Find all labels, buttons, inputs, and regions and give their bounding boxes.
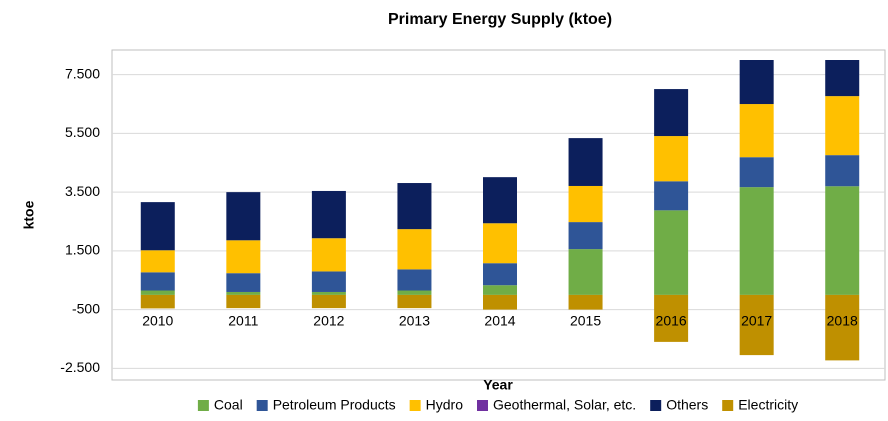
legend-label: Geothermal, Solar, etc. bbox=[493, 397, 636, 413]
bar-segment bbox=[311, 291, 346, 295]
chart-title: Primary Energy Supply (ktoe) bbox=[388, 11, 612, 28]
legend-swatch bbox=[256, 400, 268, 411]
bar-segment bbox=[140, 290, 175, 295]
x-tick-label: 2017 bbox=[741, 313, 772, 329]
bar-segment bbox=[397, 294, 432, 309]
legend-swatch bbox=[477, 400, 488, 411]
x-tick-label: 2013 bbox=[399, 313, 430, 329]
bar-segment bbox=[568, 138, 603, 186]
bar-segment bbox=[654, 210, 689, 295]
legend-label: Coal bbox=[214, 397, 243, 413]
y-axis-label: ktoe bbox=[21, 200, 37, 229]
bar-segment bbox=[654, 136, 689, 182]
bar-segment bbox=[311, 238, 346, 272]
bar-segment bbox=[140, 250, 175, 273]
bar-segment bbox=[140, 272, 175, 291]
x-tick-label: 2010 bbox=[142, 313, 173, 329]
bar-segment bbox=[226, 291, 261, 295]
x-tick-label: 2015 bbox=[570, 313, 601, 329]
legend-label: Electricity bbox=[738, 397, 798, 413]
bar-segment bbox=[226, 294, 261, 309]
bar-segment bbox=[140, 294, 175, 309]
plot-area bbox=[112, 60, 885, 369]
legend-swatch bbox=[650, 400, 662, 411]
bar-segment bbox=[483, 177, 517, 224]
bar-segment bbox=[397, 269, 432, 291]
y-tick-label: 7.500 bbox=[65, 65, 100, 81]
bar-segment bbox=[226, 240, 261, 274]
x-tick-label: 2012 bbox=[313, 313, 344, 329]
legend-label: Petroleum Products bbox=[273, 397, 396, 413]
bar-segment bbox=[311, 271, 346, 292]
bar-segment bbox=[397, 290, 432, 295]
bar-segment bbox=[568, 249, 603, 295]
bar-segment bbox=[825, 186, 860, 295]
bar-segment bbox=[226, 273, 261, 292]
y-tick-label: 3.500 bbox=[65, 183, 100, 199]
x-tick-label: 2011 bbox=[228, 313, 258, 329]
bar-segment bbox=[483, 294, 517, 310]
bar-segment bbox=[654, 89, 689, 137]
bar-segment bbox=[483, 285, 517, 295]
bar-segment bbox=[568, 185, 603, 223]
x-tick-label: 2014 bbox=[484, 313, 515, 329]
bar-segment bbox=[568, 294, 603, 310]
bar-segment bbox=[311, 294, 346, 309]
x-tick-label: 2016 bbox=[656, 313, 687, 329]
bar-segment bbox=[825, 96, 860, 156]
bar-segment bbox=[226, 192, 261, 241]
bar-segment bbox=[654, 294, 689, 342]
bar-segment bbox=[739, 187, 774, 295]
bar-segment bbox=[397, 183, 432, 230]
plot-frame bbox=[111, 49, 886, 381]
bar-segment bbox=[739, 294, 774, 356]
bar-segment bbox=[825, 294, 860, 361]
y-tick-label: -2.500 bbox=[60, 359, 100, 375]
y-tick-label: 1.500 bbox=[65, 242, 100, 258]
bar-segment bbox=[739, 104, 774, 158]
legend-swatch bbox=[197, 400, 209, 411]
bar-segment bbox=[397, 229, 432, 270]
legend-label: Hydro bbox=[426, 397, 464, 413]
legend-label: Others bbox=[666, 397, 708, 413]
bar-segment bbox=[739, 157, 774, 188]
bar-segment bbox=[825, 60, 860, 97]
bar-segment bbox=[825, 155, 860, 187]
bar-segment bbox=[739, 60, 774, 105]
bar-segment bbox=[483, 263, 517, 286]
bar-segment bbox=[483, 223, 517, 264]
bar-segment bbox=[311, 190, 346, 239]
bar-segment bbox=[568, 222, 603, 250]
legend-swatch bbox=[722, 400, 734, 411]
bar-segment bbox=[654, 181, 689, 211]
y-tick-label: 5.500 bbox=[65, 124, 100, 140]
y-tick-label: -500 bbox=[72, 300, 100, 316]
bar-segment bbox=[140, 202, 175, 251]
x-tick-label: 2018 bbox=[827, 313, 858, 329]
legend-swatch bbox=[409, 400, 421, 411]
x-axis-label: Year bbox=[483, 377, 513, 393]
